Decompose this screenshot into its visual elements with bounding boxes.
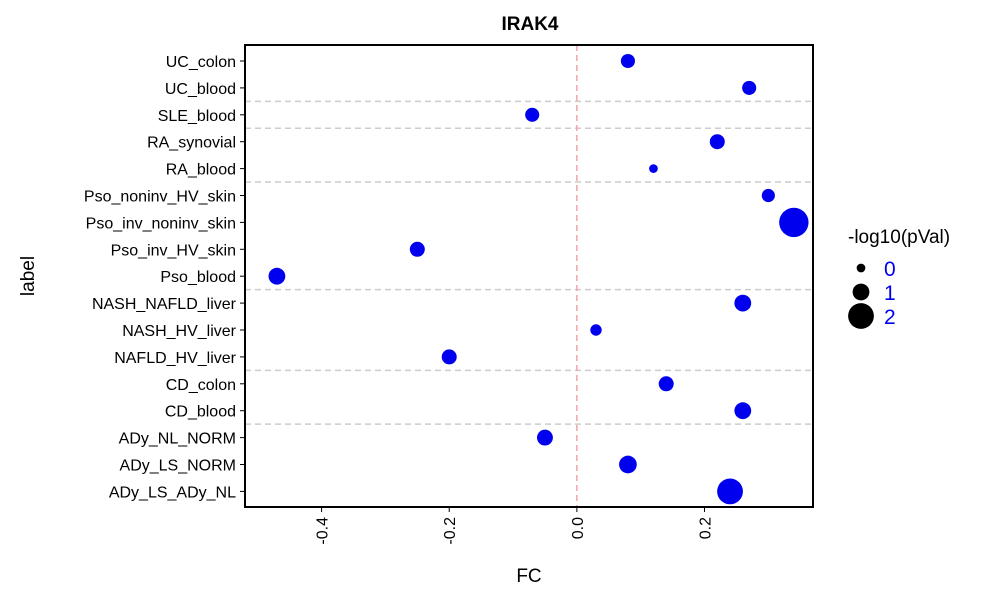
data-point [717, 478, 743, 505]
x-tick-label: 0.0 [570, 517, 587, 539]
data-point [742, 80, 757, 95]
y-tick-label: Pso_noninv_HV_skin [84, 189, 236, 206]
chart-title: IRAK4 [501, 14, 558, 35]
x-axis-label: FC [516, 566, 541, 587]
x-tick-label: -0.4 [315, 517, 332, 545]
y-axis: UC_colon UC_blood SLE_blood RA_synovial RA_b… [84, 54, 245, 501]
data-point [734, 294, 752, 312]
data-points [268, 53, 809, 505]
data-point [709, 134, 725, 150]
y-tick-label: CD_blood [165, 404, 236, 421]
legend-entries: 012 [848, 258, 896, 329]
y-tick-label: CD_colon [166, 377, 236, 394]
legend-key-circle [848, 303, 874, 329]
data-point [779, 207, 809, 238]
size-legend: -log10(pVal) 012 [848, 227, 950, 329]
y-tick-label: NASH_HV_liver [122, 323, 236, 340]
data-point [649, 164, 658, 173]
data-point [525, 107, 540, 122]
data-point [619, 455, 637, 474]
legend-entry-label: 2 [884, 306, 896, 329]
legend-key-circle [856, 263, 866, 273]
data-point [620, 53, 635, 69]
data-point [409, 241, 425, 257]
legend-key-circle [852, 283, 870, 301]
data-point [658, 376, 674, 392]
data-point [734, 402, 752, 420]
group-separators [245, 100, 813, 425]
x-tick-label: 0.2 [698, 517, 715, 539]
y-tick-label: Pso_inv_noninv_skin [86, 215, 236, 232]
y-tick-label: UC_blood [165, 81, 236, 98]
x-axis: -0.4 -0.2 0.0 0.2 [315, 507, 715, 545]
y-tick-label: NAFLD_HV_liver [114, 350, 236, 367]
legend-entry-label: 0 [884, 258, 896, 281]
y-tick-label: RA_synovial [147, 135, 236, 152]
legend-title: -log10(pVal) [848, 227, 950, 248]
data-point [537, 429, 553, 446]
y-tick-label: Pso_blood [160, 269, 236, 286]
legend-entry-label: 1 [884, 282, 896, 305]
y-tick-label: UC_colon [166, 54, 236, 71]
y-tick-label: NASH_NAFLD_liver [92, 296, 237, 313]
data-point [441, 349, 457, 365]
y-tick-label: RA_blood [166, 162, 236, 179]
y-tick-label: Pso_inv_HV_skin [111, 242, 236, 259]
y-tick-label: ADy_NL_NORM [119, 431, 236, 448]
y-axis-label: label [18, 256, 39, 296]
y-tick-label: ADy_LS_ADy_NL [109, 484, 236, 501]
x-tick-label: -0.2 [442, 517, 459, 545]
y-tick-label: SLE_blood [158, 108, 236, 125]
y-tick-label: ADy_LS_NORM [120, 458, 236, 475]
data-point [590, 324, 602, 336]
data-point [268, 267, 286, 285]
data-point [761, 188, 775, 203]
